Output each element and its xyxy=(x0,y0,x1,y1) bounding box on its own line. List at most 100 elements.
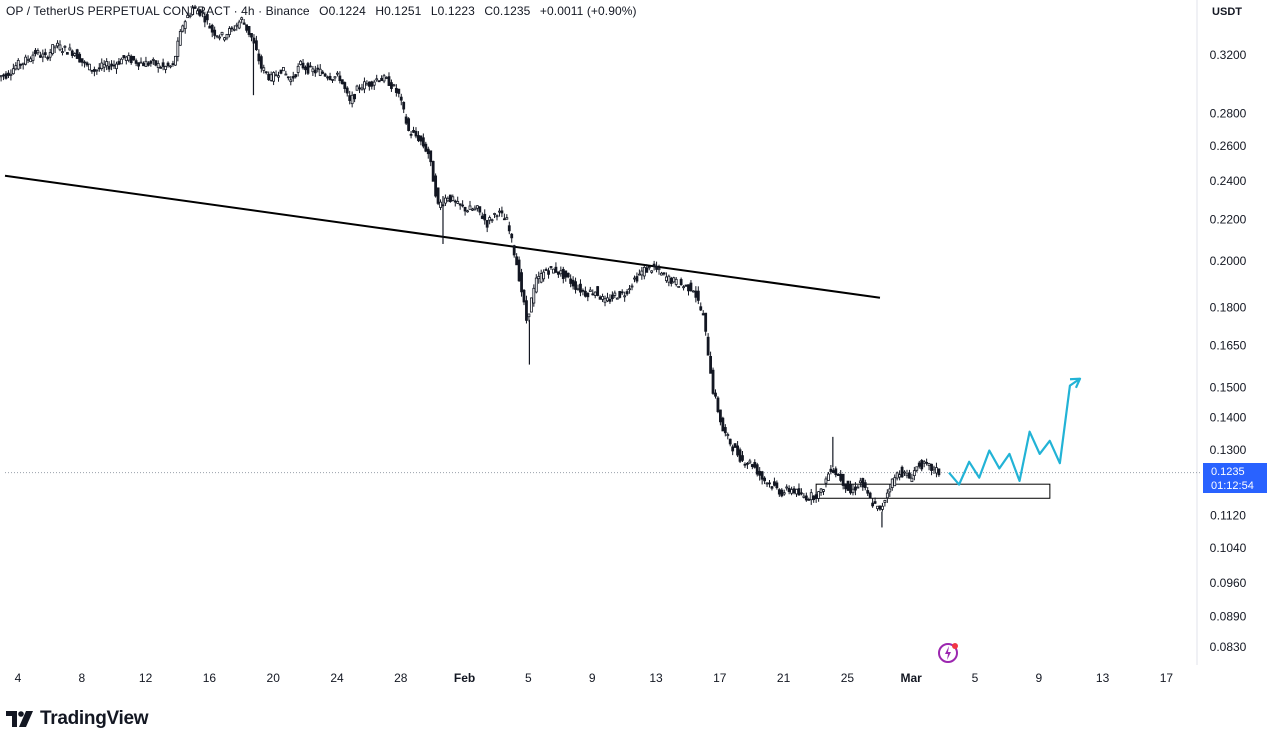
candle-body xyxy=(461,204,465,207)
candle-body xyxy=(863,482,867,488)
projection-path[interactable] xyxy=(948,377,1081,486)
candle-body xyxy=(709,356,712,374)
tradingview-icon xyxy=(6,711,33,727)
candle-body xyxy=(402,101,406,110)
candle-body xyxy=(463,206,467,212)
candle-body xyxy=(878,505,882,510)
x-tick-label: 4 xyxy=(15,671,22,685)
tradingview-logo[interactable]: TradingView xyxy=(6,708,149,730)
candle-body xyxy=(7,72,10,76)
candle-body xyxy=(861,477,865,488)
open-value: O0.1224 xyxy=(319,4,366,18)
candle-body xyxy=(142,63,145,67)
candle-body xyxy=(284,73,288,76)
candle-body xyxy=(46,56,50,60)
candle-body xyxy=(856,486,860,489)
candle-body xyxy=(274,74,278,77)
candle-body xyxy=(333,76,337,79)
candle-body xyxy=(176,40,180,57)
candle-body xyxy=(483,213,487,221)
candle-body xyxy=(399,96,403,101)
candle-body xyxy=(839,473,843,481)
candle-body xyxy=(672,277,676,283)
candle-body xyxy=(527,313,531,318)
candle-body xyxy=(792,488,796,494)
candle-body xyxy=(367,81,371,87)
candle-body xyxy=(635,276,639,282)
candle-body xyxy=(596,286,600,296)
candle-body xyxy=(495,215,499,218)
candle-body xyxy=(220,31,224,36)
candle-body xyxy=(601,296,604,300)
candle-body xyxy=(576,288,580,291)
x-tick-label: 5 xyxy=(525,671,532,685)
candle-body xyxy=(119,58,123,65)
candle-body xyxy=(304,66,307,71)
candle-body xyxy=(770,486,774,489)
candle-body xyxy=(623,295,627,298)
candle-body xyxy=(510,233,514,239)
candle-body xyxy=(493,213,496,215)
candle-body xyxy=(743,463,747,466)
candle-body xyxy=(895,472,899,479)
y-tick-label: 0.0830 xyxy=(1210,640,1247,654)
candle-body xyxy=(83,61,86,64)
candle-body xyxy=(920,460,924,470)
candle-body xyxy=(569,278,573,284)
candle-body xyxy=(16,60,20,70)
candle-body xyxy=(868,492,872,499)
candle-body xyxy=(355,85,359,91)
candle-body xyxy=(908,472,911,479)
currency-label[interactable]: USDT xyxy=(1212,6,1242,18)
candle-body xyxy=(549,266,553,268)
candle-body xyxy=(706,336,710,356)
candle-body xyxy=(228,28,231,35)
candle-body xyxy=(232,28,236,31)
candle-body xyxy=(574,281,577,290)
candle-body xyxy=(90,69,94,72)
candle-body xyxy=(181,25,185,32)
candle-body xyxy=(382,75,386,82)
candle-body xyxy=(827,473,830,481)
candle-body xyxy=(4,73,8,79)
candle-body xyxy=(311,68,315,73)
candle-body xyxy=(571,279,575,287)
support-zone-box[interactable] xyxy=(815,483,1051,499)
candle-body xyxy=(456,201,460,204)
candle-body xyxy=(149,60,153,64)
candle-body xyxy=(746,462,749,465)
candle-body xyxy=(716,397,720,412)
x-tick-label: 9 xyxy=(1035,671,1042,685)
candle-body xyxy=(763,477,766,482)
candle-body xyxy=(316,67,320,70)
y-tick-label: 0.0890 xyxy=(1210,609,1247,623)
candle-body xyxy=(647,266,651,269)
candle-body xyxy=(235,24,239,27)
candle-body xyxy=(453,200,457,203)
x-tick-label: 16 xyxy=(203,671,217,685)
candle-body xyxy=(439,201,442,208)
candle-body xyxy=(807,498,811,501)
candle-body xyxy=(151,58,155,61)
candle-body xyxy=(608,299,612,302)
candle-body xyxy=(741,455,744,461)
candle-body xyxy=(583,290,587,297)
y-tick-label: 0.1500 xyxy=(1210,380,1247,394)
candle-body xyxy=(48,52,52,58)
candle-body xyxy=(424,143,428,152)
candle-body xyxy=(785,486,789,489)
candle-body xyxy=(910,477,914,483)
candle-body xyxy=(478,206,482,213)
candle-body xyxy=(161,62,165,67)
candle-body xyxy=(309,65,312,68)
candle-body xyxy=(286,76,290,79)
x-tick-label: 25 xyxy=(841,671,855,685)
y-tick-label: 0.2600 xyxy=(1210,139,1247,153)
candle-body xyxy=(564,270,568,278)
lightning-icon[interactable] xyxy=(937,641,961,670)
candle-body xyxy=(679,279,683,286)
candle-body xyxy=(264,71,268,74)
candle-body xyxy=(262,67,266,71)
